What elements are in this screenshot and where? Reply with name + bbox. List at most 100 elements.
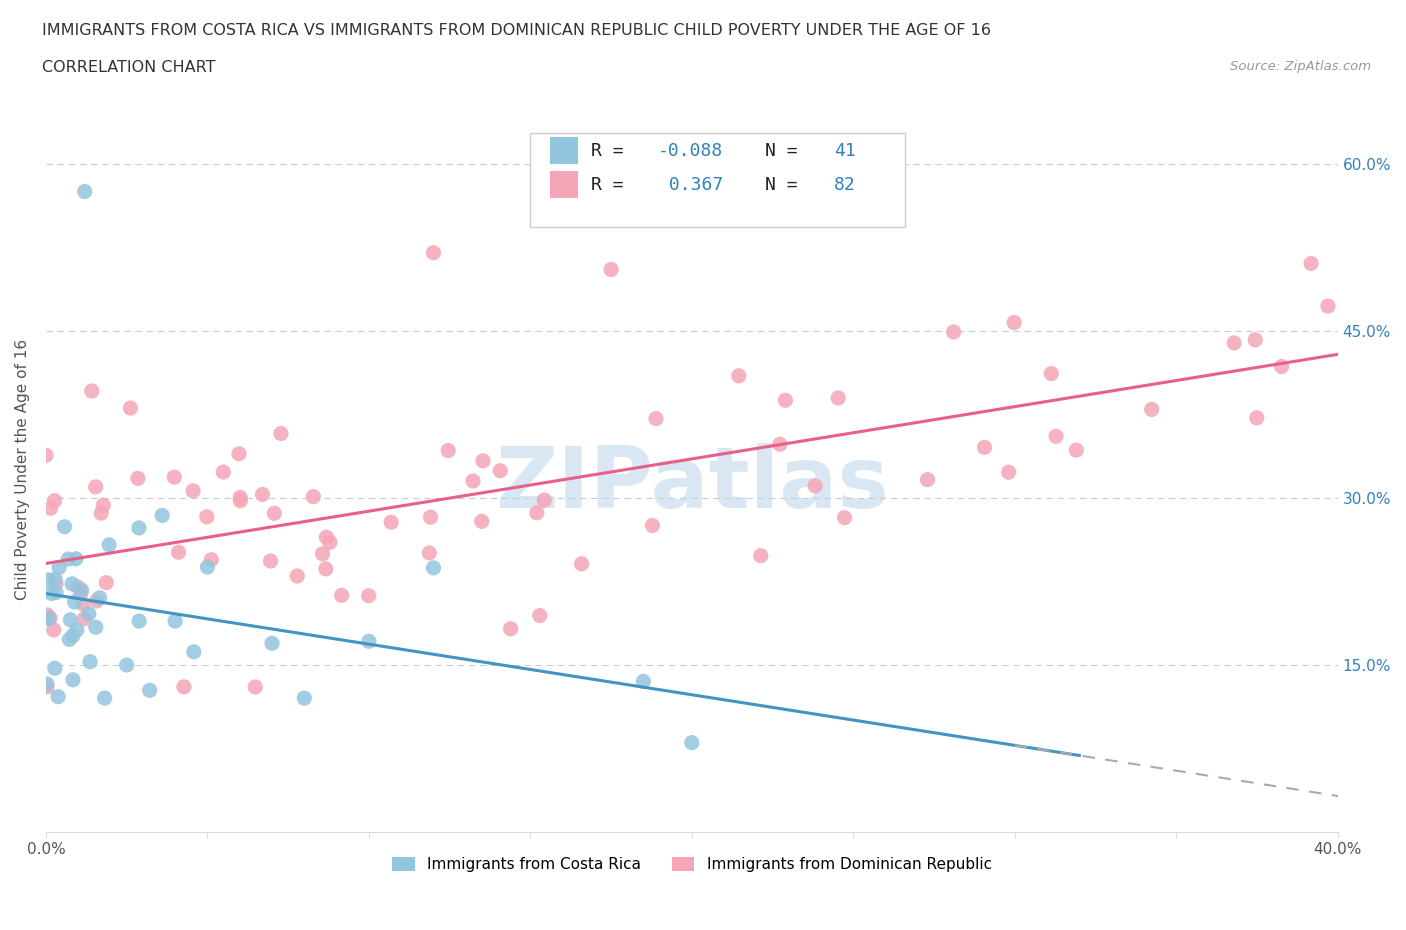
Immigrants from Dominican Republic <box>311 547 333 562</box>
Immigrants from Dominican Republic <box>302 489 325 504</box>
Text: 0.367: 0.367 <box>658 176 724 193</box>
Immigrants from Costa Rica <box>44 661 66 676</box>
Immigrants from Costa Rica <box>422 561 444 576</box>
Immigrants from Dominican Republic <box>80 383 103 398</box>
Immigrants from Costa Rica <box>77 606 100 621</box>
Immigrants from Costa Rica <box>63 594 86 609</box>
Text: N =: N = <box>765 176 808 193</box>
Immigrants from Dominican Republic <box>571 556 593 571</box>
Immigrants from Costa Rica <box>48 560 70 575</box>
FancyBboxPatch shape <box>530 133 905 228</box>
Immigrants from Dominican Republic <box>315 562 337 577</box>
Immigrants from Dominican Republic <box>37 607 59 622</box>
Immigrants from Costa Rica <box>128 521 150 536</box>
Immigrants from Dominican Republic <box>529 608 551 623</box>
Immigrants from Costa Rica <box>93 691 115 706</box>
Immigrants from Dominican Republic <box>37 680 59 695</box>
Immigrants from Costa Rica <box>44 572 66 587</box>
Immigrants from Dominican Republic <box>45 577 67 591</box>
Immigrants from Costa Rica <box>128 614 150 629</box>
Immigrants from Costa Rica <box>197 560 219 575</box>
Immigrants from Costa Rica <box>65 551 87 566</box>
Immigrants from Dominican Republic <box>228 446 250 461</box>
Immigrants from Dominican Republic <box>499 621 522 636</box>
Immigrants from Costa Rica <box>53 519 76 534</box>
Immigrants from Costa Rica <box>38 573 60 588</box>
Immigrants from Costa Rica <box>41 586 63 601</box>
Immigrants from Dominican Republic <box>641 518 664 533</box>
Immigrants from Dominican Republic <box>163 470 186 485</box>
Immigrants from Dominican Republic <box>489 463 512 478</box>
Immigrants from Dominican Republic <box>167 545 190 560</box>
Immigrants from Costa Rica <box>98 538 121 552</box>
Immigrants from Costa Rica <box>46 689 69 704</box>
Immigrants from Costa Rica <box>183 644 205 659</box>
Immigrants from Costa Rica <box>66 622 89 637</box>
Immigrants from Dominican Republic <box>66 579 89 594</box>
Text: Source: ZipAtlas.com: Source: ZipAtlas.com <box>1230 60 1371 73</box>
Y-axis label: Child Poverty Under the Age of 16: Child Poverty Under the Age of 16 <box>15 339 30 601</box>
Immigrants from Costa Rica <box>150 508 173 523</box>
Immigrants from Dominican Republic <box>422 246 444 260</box>
Immigrants from Dominican Republic <box>72 596 94 611</box>
Immigrants from Costa Rica <box>292 691 315 706</box>
Immigrants from Dominican Republic <box>1244 332 1267 347</box>
Immigrants from Dominican Republic <box>1140 402 1163 417</box>
Immigrants from Dominican Republic <box>1271 359 1294 374</box>
Immigrants from Dominican Republic <box>1223 336 1246 351</box>
Immigrants from Dominican Republic <box>461 473 484 488</box>
Immigrants from Dominican Republic <box>39 501 62 516</box>
Text: ZIPatlas: ZIPatlas <box>495 443 889 525</box>
Immigrants from Dominican Republic <box>212 465 235 480</box>
Immigrants from Costa Rica <box>115 658 138 672</box>
Immigrants from Dominican Republic <box>1002 315 1025 330</box>
Immigrants from Dominican Republic <box>245 680 267 695</box>
Immigrants from Dominican Republic <box>1045 429 1067 444</box>
Immigrants from Dominican Republic <box>42 622 65 637</box>
Immigrants from Dominican Republic <box>84 479 107 494</box>
Immigrants from Dominican Republic <box>96 575 118 590</box>
Immigrants from Dominican Republic <box>727 368 749 383</box>
Immigrants from Dominican Republic <box>997 465 1019 480</box>
Immigrants from Costa Rica <box>79 654 101 669</box>
Immigrants from Costa Rica <box>62 629 84 644</box>
Immigrants from Dominican Republic <box>804 479 827 494</box>
Immigrants from Dominican Republic <box>749 548 772 563</box>
Immigrants from Costa Rica <box>633 674 655 689</box>
Immigrants from Dominican Republic <box>44 493 66 508</box>
Immigrants from Dominican Republic <box>526 505 548 520</box>
Immigrants from Dominican Republic <box>471 514 494 529</box>
Immigrants from Costa Rica <box>35 676 58 691</box>
Text: R =: R = <box>591 141 634 160</box>
Legend: Immigrants from Costa Rica, Immigrants from Dominican Republic: Immigrants from Costa Rica, Immigrants f… <box>385 851 998 878</box>
Immigrants from Dominican Republic <box>73 612 96 627</box>
Text: R =: R = <box>591 176 634 193</box>
Immigrants from Costa Rica <box>89 591 111 605</box>
Immigrants from Dominican Republic <box>827 391 849 405</box>
Immigrants from Dominican Republic <box>437 443 460 458</box>
Immigrants from Costa Rica <box>681 736 703 751</box>
Immigrants from Costa Rica <box>260 636 283 651</box>
Immigrants from Dominican Republic <box>769 437 792 452</box>
Immigrants from Dominican Republic <box>90 506 112 521</box>
Immigrants from Dominican Republic <box>252 487 274 502</box>
Immigrants from Dominican Republic <box>380 514 402 529</box>
Immigrants from Dominican Republic <box>35 448 58 463</box>
Immigrants from Dominican Republic <box>91 498 114 512</box>
Immigrants from Costa Rica <box>58 632 80 647</box>
Immigrants from Dominican Republic <box>1316 299 1339 313</box>
Immigrants from Costa Rica <box>138 683 160 698</box>
Immigrants from Dominican Republic <box>600 262 623 277</box>
Immigrants from Dominican Republic <box>645 411 668 426</box>
Immigrants from Dominican Republic <box>263 506 285 521</box>
Immigrants from Dominican Republic <box>917 472 939 487</box>
Immigrants from Dominican Republic <box>315 530 337 545</box>
Immigrants from Dominican Republic <box>942 325 965 339</box>
Immigrants from Dominican Republic <box>1246 410 1268 425</box>
Immigrants from Dominican Republic <box>270 426 292 441</box>
Immigrants from Costa Rica <box>165 614 187 629</box>
Immigrants from Costa Rica <box>62 672 84 687</box>
Immigrants from Costa Rica <box>59 612 82 627</box>
Immigrants from Dominican Republic <box>229 493 252 508</box>
Immigrants from Dominican Republic <box>200 552 222 567</box>
